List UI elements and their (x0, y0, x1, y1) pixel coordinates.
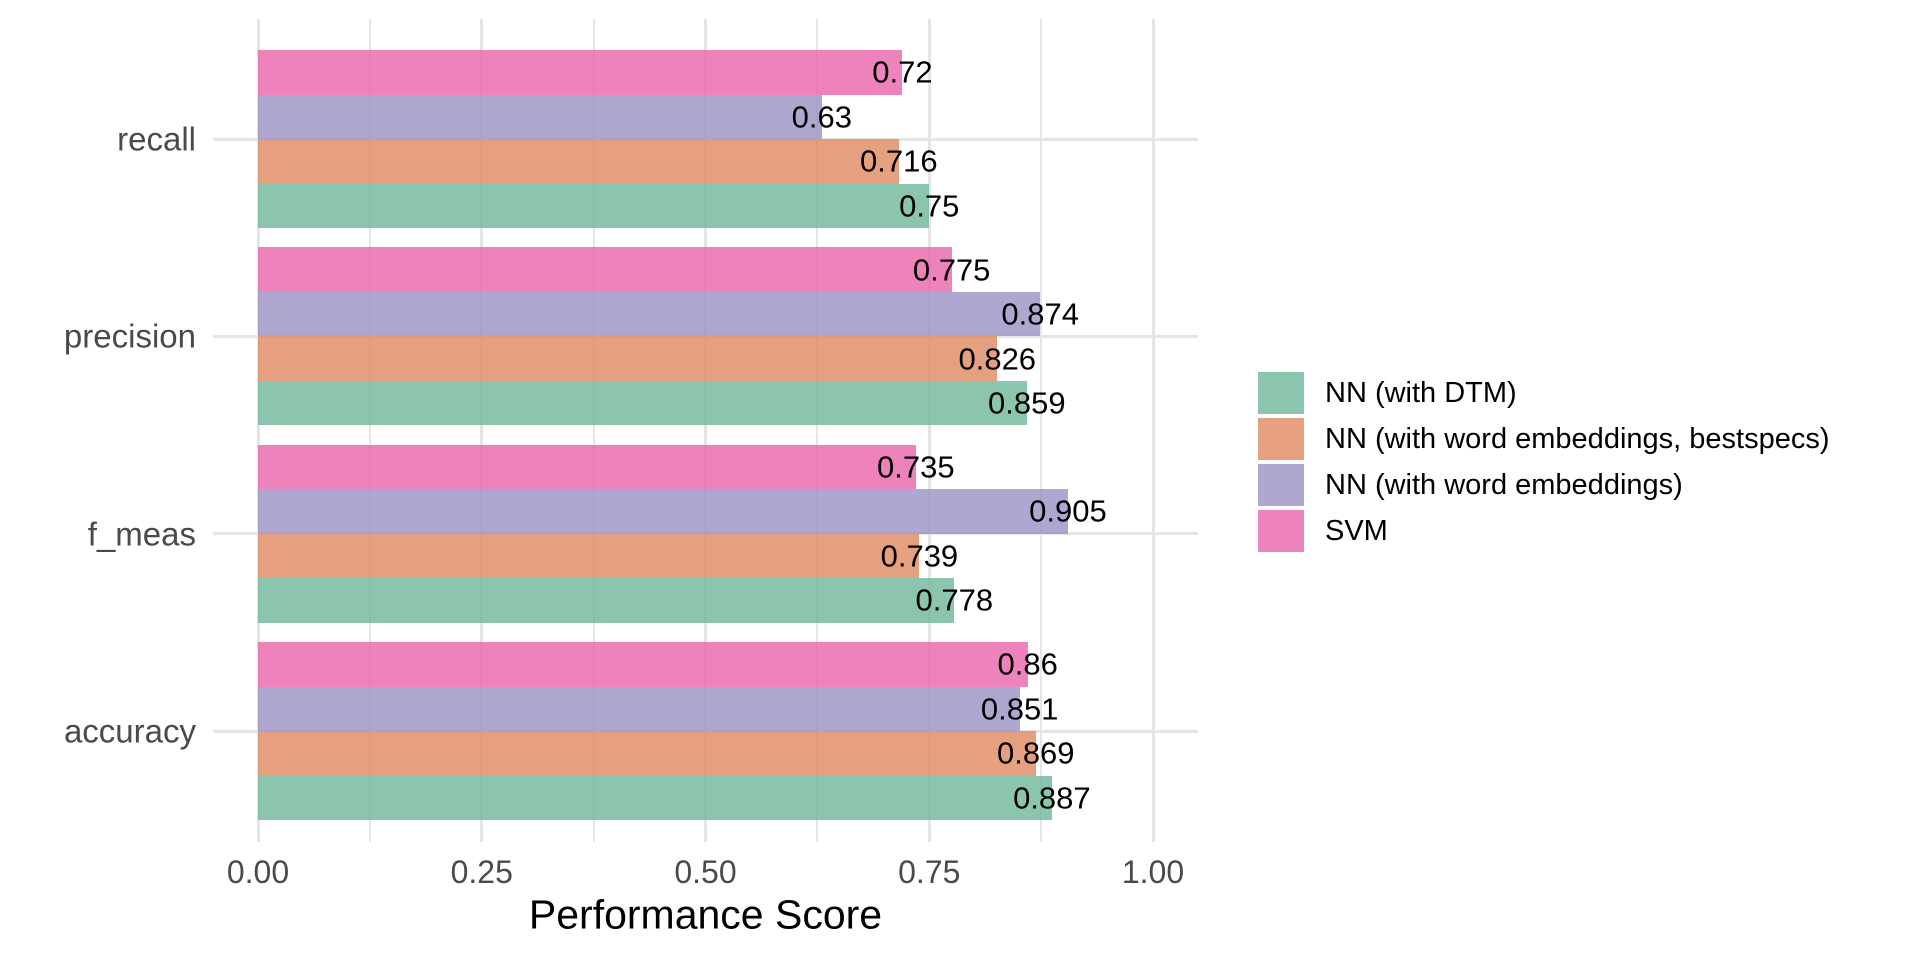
bar-value-label: 0.75 (899, 188, 960, 224)
bar-value-label: 0.735 (877, 449, 955, 485)
bar-value-label: 0.874 (1001, 296, 1080, 332)
x-tick-label-0.00: 0.00 (226, 854, 290, 890)
legend-label: NN (with word embeddings) (1325, 468, 1683, 501)
bar-precision-series-0 (258, 380, 1027, 426)
bar-accuracy-series-2 (258, 686, 1020, 731)
bar-recall-series-1 (258, 139, 899, 184)
bar-value-label: 0.716 (860, 143, 938, 179)
bar-value-label: 0.778 (915, 582, 994, 618)
bar-value-label: 0.72 (872, 54, 933, 90)
major-gridline (927, 19, 931, 842)
bar-f_meas-series-1 (258, 533, 920, 579)
y-axis-label-precision: precision (63, 317, 196, 355)
bar-accuracy-series-3 (258, 642, 1028, 687)
legend-label: NN (with word embeddings, bestspecs) (1325, 422, 1830, 455)
bar-value-label: 0.826 (958, 341, 1037, 377)
y-axis-label-f_meas: f_meas (87, 515, 196, 553)
y-axis-label-recall: recall (117, 120, 196, 158)
legend-color-key (1258, 510, 1304, 552)
legend-color-key (1258, 372, 1304, 414)
legend-label: NN (with DTM) (1325, 376, 1517, 409)
legend-label: SVM (1325, 514, 1388, 547)
bar-f_meas-series-0 (258, 578, 955, 623)
minor-gridline (1040, 19, 1043, 842)
y-axis-label-accuracy: accuracy (63, 712, 196, 750)
legend-item-2: NN (with word embeddings) (1258, 464, 1829, 506)
bar-f_meas-series-3 (258, 444, 916, 490)
bar-accuracy-series-0 (258, 775, 1052, 820)
legend-color-key (1258, 464, 1304, 506)
legend-item-0: NN (with DTM) (1258, 372, 1829, 414)
bar-precision-series-2 (258, 291, 1041, 337)
x-tick-label-1.00: 1.00 (1121, 854, 1185, 890)
x-tick-label-0.50: 0.50 (674, 854, 737, 890)
plot-panel: 0.72 0.63 0.716 0.75 0.775 0.874 0.826 0.859 0.7… (213, 19, 1198, 842)
bar-recall-series-2 (258, 94, 822, 139)
bar-recall-series-0 (258, 183, 930, 228)
bar-recall-series-3 (258, 50, 903, 95)
legend-color-key (1258, 418, 1304, 460)
bar-value-label: 0.775 (912, 252, 991, 288)
minor-gridline (592, 19, 595, 842)
bar-value-label: 0.63 (791, 99, 853, 135)
bar-f_meas-series-2 (258, 489, 1068, 534)
major-gridline (704, 19, 707, 842)
minor-gridline (368, 19, 371, 842)
minor-gridline (816, 19, 819, 842)
bar-value-label: 0.887 (1013, 780, 1091, 816)
x-axis-title: Performance Score (528, 891, 883, 938)
bar-accuracy-series-1 (258, 731, 1036, 776)
legend-item-3: SVM (1258, 510, 1829, 552)
bar-precision-series-3 (258, 247, 952, 292)
bar-value-label: 0.851 (980, 691, 1059, 727)
bar-precision-series-1 (258, 336, 998, 381)
legend-item-1: NN (with word embeddings, bestspecs) (1258, 418, 1829, 460)
bar-value-label: 0.86 (997, 646, 1058, 682)
legend: NN (with DTM) NN (with word embeddings, b… (1258, 372, 1829, 552)
major-gridline (256, 19, 260, 842)
x-tick-label-0.25: 0.25 (450, 854, 513, 890)
bar-value-label: 0.869 (996, 735, 1075, 771)
major-gridline (480, 19, 484, 842)
bar-value-label: 0.859 (988, 385, 1066, 421)
major-gridline (1151, 19, 1155, 842)
bar-value-label: 0.905 (1029, 493, 1107, 529)
x-tick-label-0.75: 0.75 (898, 854, 961, 890)
bar-value-label: 0.739 (880, 538, 959, 574)
